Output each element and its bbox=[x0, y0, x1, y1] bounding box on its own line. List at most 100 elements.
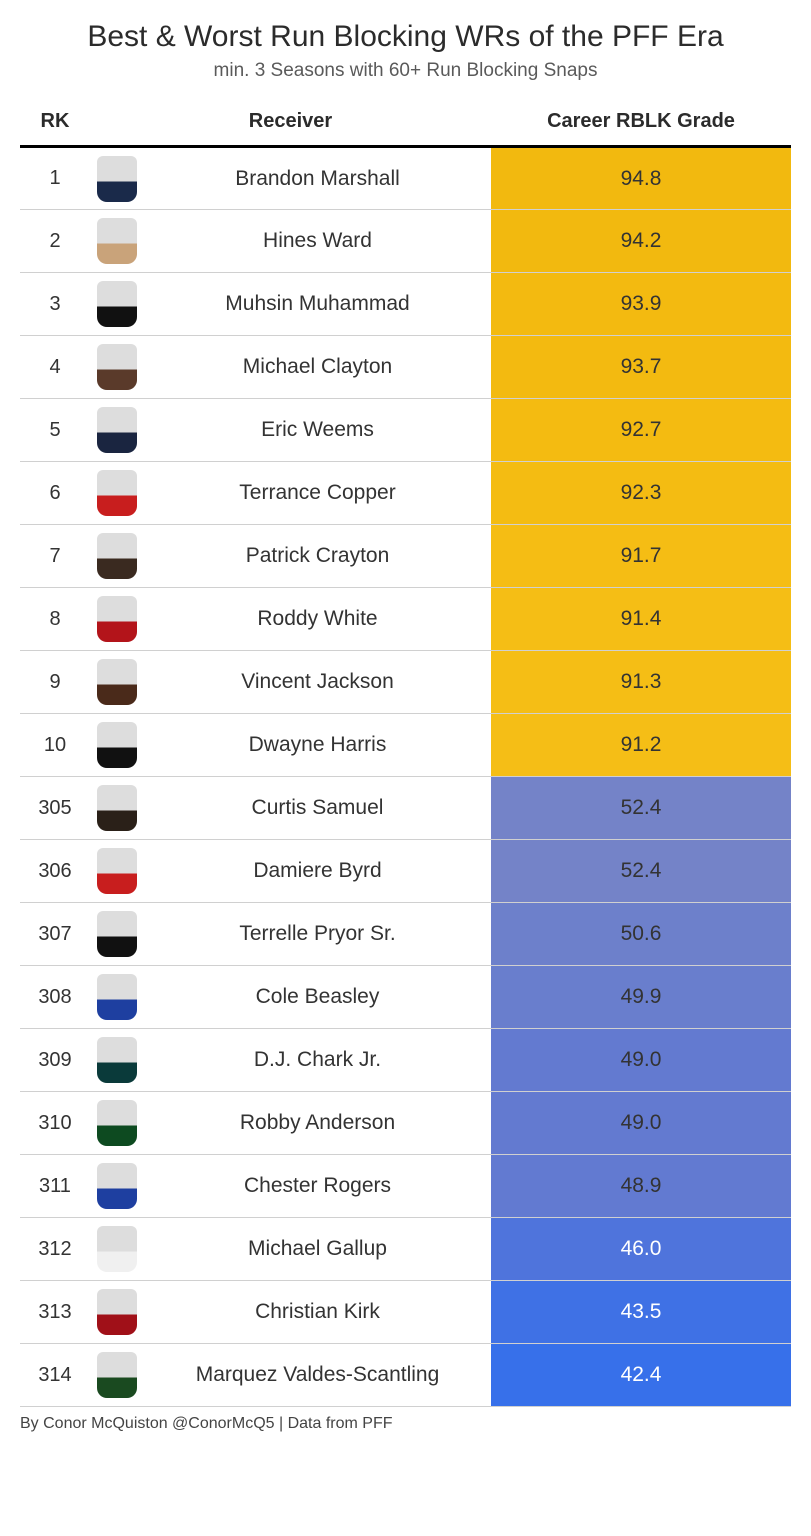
table-row: 310 Robby Anderson49.0 bbox=[20, 1092, 791, 1155]
avatar-cell bbox=[90, 462, 144, 525]
receiver-name-cell: Michael Gallup bbox=[144, 1218, 491, 1281]
avatar-cell bbox=[90, 714, 144, 777]
player-avatar-icon bbox=[97, 344, 137, 390]
table-row: 311Chester Rogers48.9 bbox=[20, 1155, 791, 1218]
grade-cell: 52.4 bbox=[491, 840, 791, 903]
table-row: 10Dwayne Harris91.2 bbox=[20, 714, 791, 777]
attribution-footer: By Conor McQuiston @ConorMcQ5 | Data fro… bbox=[20, 1407, 791, 1433]
grade-cell: 49.0 bbox=[491, 1092, 791, 1155]
rank-cell: 314 bbox=[20, 1344, 90, 1407]
table-row: 6Terrance Copper92.3 bbox=[20, 462, 791, 525]
player-avatar-icon bbox=[97, 1100, 137, 1146]
table-row: 4 Michael Clayton93.7 bbox=[20, 336, 791, 399]
page-title: Best & Worst Run Blocking WRs of the PFF… bbox=[20, 20, 791, 54]
player-avatar-icon bbox=[97, 281, 137, 327]
receiver-name-cell: Marquez Valdes-Scantling bbox=[144, 1344, 491, 1407]
player-avatar-icon bbox=[97, 407, 137, 453]
rank-cell: 9 bbox=[20, 651, 90, 714]
table-header-row: RK Receiver Career RBLK Grade bbox=[20, 100, 791, 147]
table-row: 312 Michael Gallup46.0 bbox=[20, 1218, 791, 1281]
grade-cell: 42.4 bbox=[491, 1344, 791, 1407]
player-avatar-icon bbox=[97, 533, 137, 579]
player-avatar-icon bbox=[97, 1163, 137, 1209]
player-avatar-icon bbox=[97, 785, 137, 831]
rank-cell: 10 bbox=[20, 714, 90, 777]
avatar-cell bbox=[90, 1029, 144, 1092]
col-header-grade: Career RBLK Grade bbox=[491, 100, 791, 147]
avatar-cell bbox=[90, 651, 144, 714]
table-row: 8Roddy White91.4 bbox=[20, 588, 791, 651]
receiver-name-cell: Curtis Samuel bbox=[144, 777, 491, 840]
receiver-name-cell: Terrelle Pryor Sr. bbox=[144, 903, 491, 966]
rank-cell: 311 bbox=[20, 1155, 90, 1218]
grade-cell: 49.9 bbox=[491, 966, 791, 1029]
grade-cell: 46.0 bbox=[491, 1218, 791, 1281]
receiver-name-cell: Patrick Crayton bbox=[144, 525, 491, 588]
grade-cell: 91.3 bbox=[491, 651, 791, 714]
page-subtitle: min. 3 Seasons with 60+ Run Blocking Sna… bbox=[20, 60, 791, 82]
avatar-cell bbox=[90, 903, 144, 966]
player-avatar-icon bbox=[97, 596, 137, 642]
rank-cell: 1 bbox=[20, 147, 90, 210]
avatar-cell bbox=[90, 525, 144, 588]
rank-cell: 312 bbox=[20, 1218, 90, 1281]
player-avatar-icon bbox=[97, 1289, 137, 1335]
receiver-name-cell: Dwayne Harris bbox=[144, 714, 491, 777]
grade-cell: 94.8 bbox=[491, 147, 791, 210]
table-row: 305Curtis Samuel52.4 bbox=[20, 777, 791, 840]
receiver-name-cell: D.J. Chark Jr. bbox=[144, 1029, 491, 1092]
receiver-name-cell: Eric Weems bbox=[144, 399, 491, 462]
player-avatar-icon bbox=[97, 1226, 137, 1272]
rank-cell: 309 bbox=[20, 1029, 90, 1092]
table-row: 1 Brandon Marshall94.8 bbox=[20, 147, 791, 210]
grade-cell: 91.4 bbox=[491, 588, 791, 651]
player-avatar-icon bbox=[97, 722, 137, 768]
table-row: 3Muhsin Muhammad93.9 bbox=[20, 273, 791, 336]
receiver-name-cell: Christian Kirk bbox=[144, 1281, 491, 1344]
grade-cell: 50.6 bbox=[491, 903, 791, 966]
grade-cell: 52.4 bbox=[491, 777, 791, 840]
avatar-cell bbox=[90, 210, 144, 273]
table-row: 309D.J. Chark Jr.49.0 bbox=[20, 1029, 791, 1092]
receiver-name-cell: Michael Clayton bbox=[144, 336, 491, 399]
avatar-cell bbox=[90, 273, 144, 336]
receiver-name-cell: Brandon Marshall bbox=[144, 147, 491, 210]
receiver-name-cell: Hines Ward bbox=[144, 210, 491, 273]
grade-cell: 91.7 bbox=[491, 525, 791, 588]
avatar-cell bbox=[90, 1281, 144, 1344]
rankings-table: RK Receiver Career RBLK Grade 1 Brandon M… bbox=[20, 100, 791, 1407]
player-avatar-icon bbox=[97, 848, 137, 894]
receiver-name-cell: Chester Rogers bbox=[144, 1155, 491, 1218]
player-avatar-icon bbox=[97, 911, 137, 957]
avatar-cell bbox=[90, 1218, 144, 1281]
rank-cell: 7 bbox=[20, 525, 90, 588]
avatar-cell bbox=[90, 777, 144, 840]
table-row: 307Terrelle Pryor Sr.50.6 bbox=[20, 903, 791, 966]
player-avatar-icon bbox=[97, 659, 137, 705]
table-row: 314 Marquez Valdes-Scantling42.4 bbox=[20, 1344, 791, 1407]
avatar-cell bbox=[90, 1092, 144, 1155]
rank-cell: 310 bbox=[20, 1092, 90, 1155]
rank-cell: 4 bbox=[20, 336, 90, 399]
receiver-name-cell: Terrance Copper bbox=[144, 462, 491, 525]
player-avatar-icon bbox=[97, 1037, 137, 1083]
receiver-name-cell: Damiere Byrd bbox=[144, 840, 491, 903]
rank-cell: 3 bbox=[20, 273, 90, 336]
receiver-name-cell: Robby Anderson bbox=[144, 1092, 491, 1155]
table-row: 308Cole Beasley49.9 bbox=[20, 966, 791, 1029]
col-header-rk: RK bbox=[20, 100, 90, 147]
table-row: 306 Damiere Byrd52.4 bbox=[20, 840, 791, 903]
rank-cell: 306 bbox=[20, 840, 90, 903]
table-row: 313 Christian Kirk43.5 bbox=[20, 1281, 791, 1344]
avatar-cell bbox=[90, 966, 144, 1029]
table-row: 5Eric Weems92.7 bbox=[20, 399, 791, 462]
rank-cell: 313 bbox=[20, 1281, 90, 1344]
avatar-cell bbox=[90, 840, 144, 903]
col-header-receiver: Receiver bbox=[90, 100, 491, 147]
avatar-cell bbox=[90, 588, 144, 651]
table-row: 7 Patrick Crayton91.7 bbox=[20, 525, 791, 588]
grade-cell: 93.9 bbox=[491, 273, 791, 336]
grade-cell: 93.7 bbox=[491, 336, 791, 399]
player-avatar-icon bbox=[97, 218, 137, 264]
grade-cell: 43.5 bbox=[491, 1281, 791, 1344]
